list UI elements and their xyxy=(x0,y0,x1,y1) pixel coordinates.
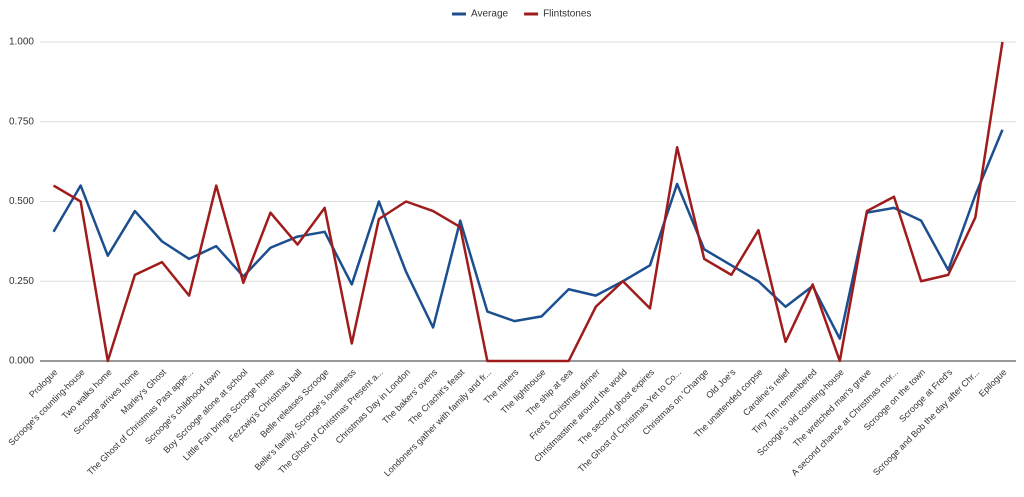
y-tick-label: 0.250 xyxy=(9,276,34,287)
series-line xyxy=(52,129,1004,340)
y-tick-label: 0.500 xyxy=(9,196,34,207)
y-tick-label: 0.000 xyxy=(9,356,34,367)
x-tick-label: Belle's family, Scrooge's loneliness xyxy=(253,367,359,473)
series-line xyxy=(52,41,1004,363)
y-tick-label: 0.750 xyxy=(9,116,34,127)
x-tick-label: Caroline's relief xyxy=(741,367,792,418)
legend-label: Average xyxy=(471,9,509,20)
legend-label: Flintstones xyxy=(543,9,591,20)
x-tick-label: Epilogue xyxy=(977,367,1009,399)
y-tick-label: 1.000 xyxy=(9,37,34,48)
